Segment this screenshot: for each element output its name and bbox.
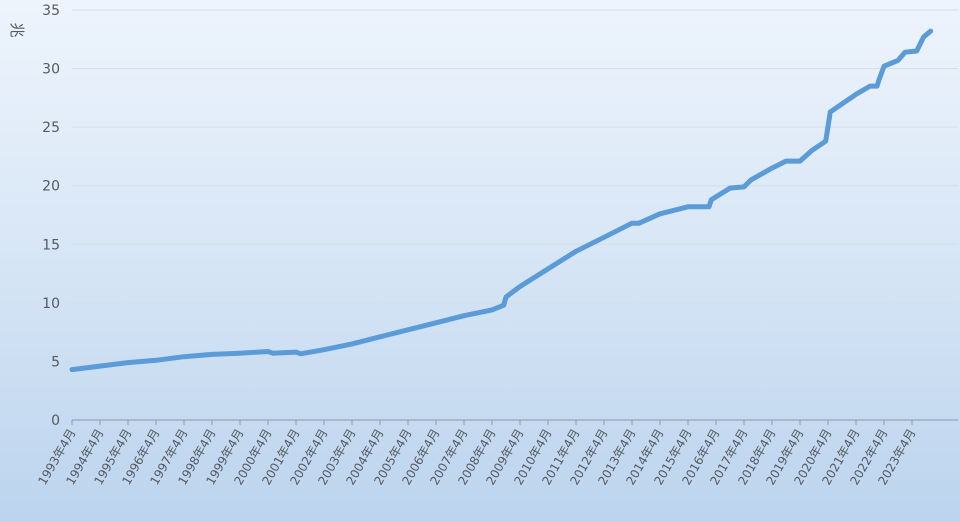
y-axis-ticks: 0 5 10 15 20 25 30 35	[42, 3, 60, 429]
y-tick-label: 35	[42, 3, 60, 19]
y-tick-label: 0	[51, 413, 60, 429]
series-layer	[69, 28, 934, 373]
y-tick-label: 10	[42, 296, 60, 312]
y-axis-label: 兆	[8, 22, 26, 37]
y-tick-label: 5	[51, 354, 60, 370]
y-tick-label: 15	[42, 237, 60, 253]
y-tick-label: 30	[42, 62, 60, 78]
x-axis-ticks: 1993年4月1994年4月1995年4月1996年4月1997年4月1998年…	[35, 420, 919, 487]
grid-lines	[72, 9, 958, 421]
y-tick-label: 25	[42, 120, 60, 136]
series-line	[69, 28, 934, 373]
y-tick-label: 20	[42, 179, 60, 195]
